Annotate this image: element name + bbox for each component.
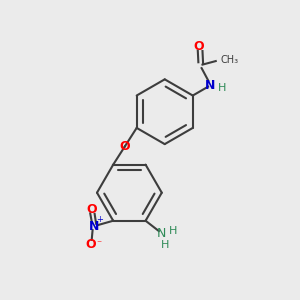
- Text: O: O: [120, 140, 130, 153]
- Text: N: N: [205, 79, 216, 92]
- Text: H: H: [218, 82, 226, 93]
- Text: H: H: [169, 226, 177, 236]
- Text: N: N: [157, 227, 167, 241]
- Text: O: O: [86, 203, 97, 216]
- Text: O: O: [194, 40, 204, 53]
- Text: O: O: [86, 238, 96, 251]
- Text: N: N: [89, 220, 99, 233]
- Text: +: +: [97, 215, 104, 224]
- Text: ⁻: ⁻: [97, 239, 102, 249]
- Text: H: H: [160, 240, 169, 250]
- Text: CH₃: CH₃: [221, 55, 239, 65]
